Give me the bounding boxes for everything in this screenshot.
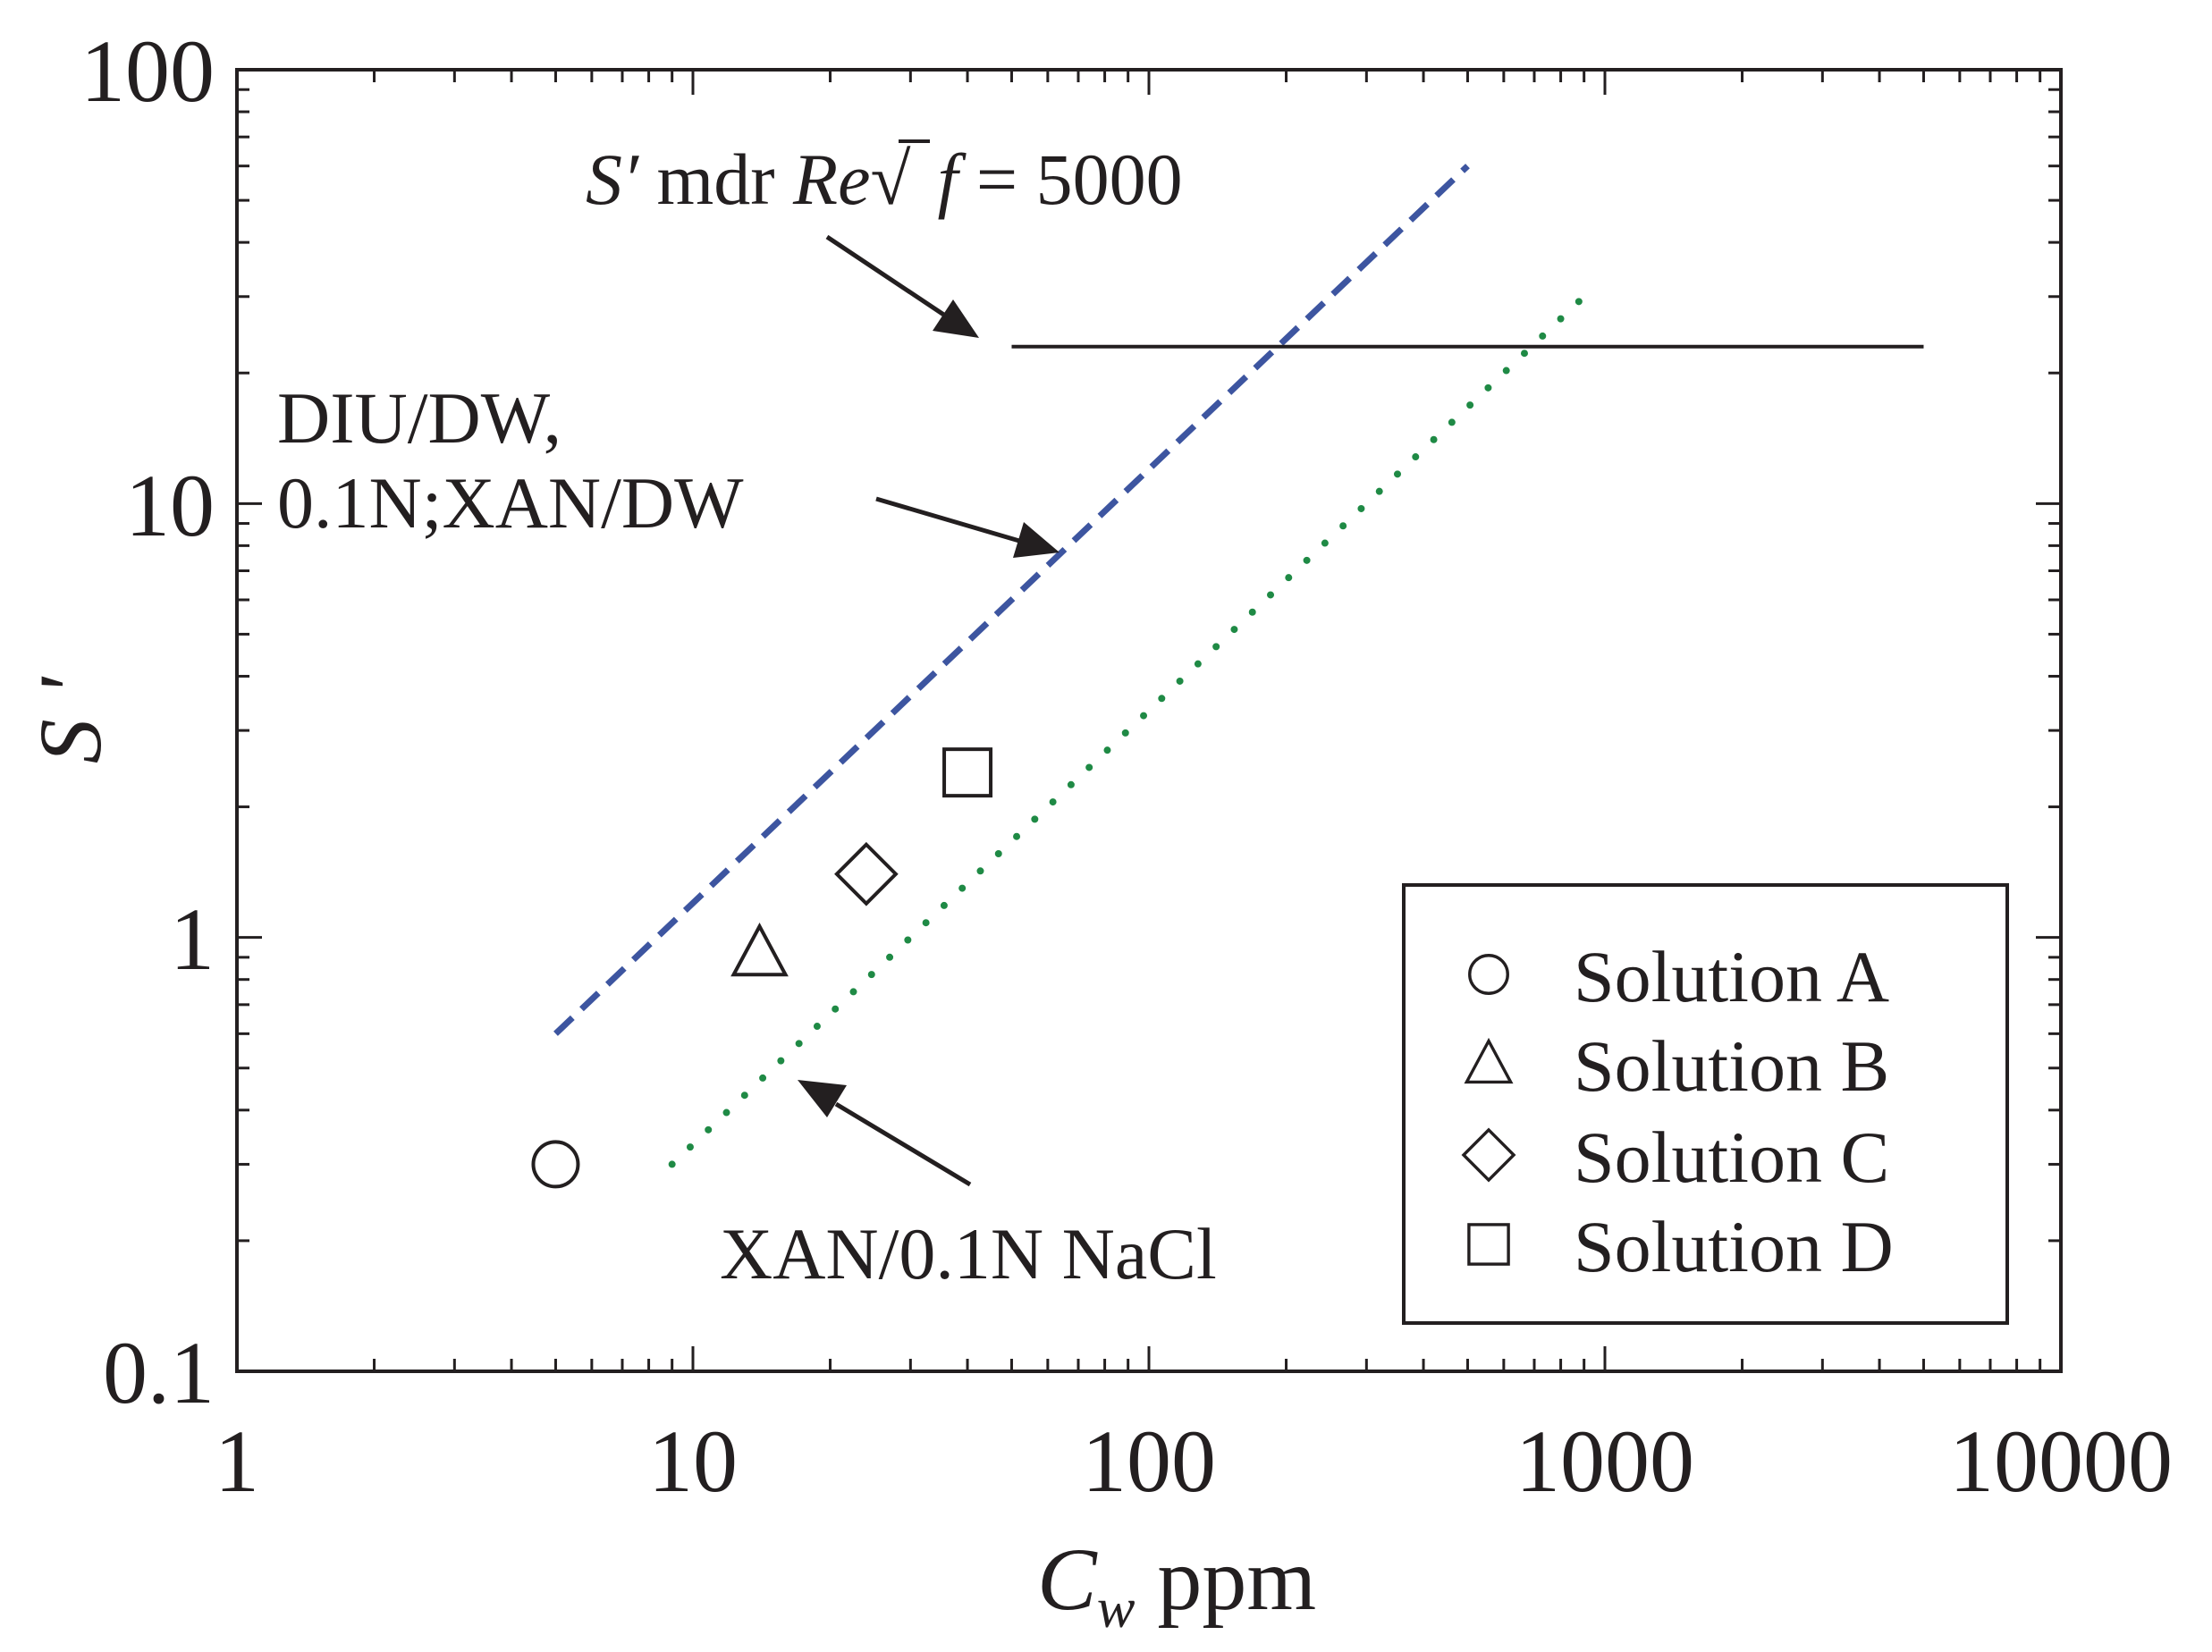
dashed-fit-line	[553, 164, 1470, 1036]
legend: Solution A Solution B Solution C Solutio…	[1402, 883, 2009, 1325]
diu-annotation-line1: DIU/DW,	[277, 377, 561, 459]
diu-annotation-line2: 0.1N;XAN/DW	[277, 462, 744, 544]
x-axis-title-unit: ppm	[1135, 1530, 1316, 1629]
legend-label-b: Solution B	[1574, 1025, 1889, 1107]
legend-marker	[1461, 1127, 1516, 1183]
legend-marker-circle	[1468, 954, 1509, 995]
legend-label-a: Solution A	[1574, 936, 1889, 1017]
mdr-annot-part: S′	[586, 139, 639, 220]
x-tick-label: 10000	[1949, 1412, 2173, 1511]
mdr-annot-part: = 5000	[958, 139, 1182, 220]
y-tick-label: 10	[125, 456, 215, 555]
annotation-arrows	[798, 234, 1060, 1187]
mdr-arrow	[825, 234, 950, 320]
legend-label-c: Solution C	[1574, 1117, 1889, 1198]
y-tick-labels: 0.1 1 10 100	[80, 21, 215, 1422]
x-axis-title-sub: w	[1097, 1576, 1136, 1639]
xan-annotation: XAN/0.1N NaCl	[720, 1213, 1217, 1294]
diu-arrow	[875, 496, 1020, 544]
diu-arrowhead	[1013, 522, 1060, 558]
data-point-square	[942, 747, 993, 798]
y-tick-label: 1	[170, 889, 215, 989]
legend-markers	[1461, 954, 1516, 1266]
legend-marker	[1467, 1223, 1510, 1266]
y-tick-label: 0.1	[103, 1323, 215, 1422]
mdr-arrowhead	[933, 299, 979, 338]
series-lines	[553, 164, 1924, 1168]
legend-marker-square	[1467, 1223, 1510, 1266]
legend-box	[1402, 883, 2009, 1325]
xan-arrowhead	[798, 1080, 847, 1117]
y-axis-title: S '	[21, 676, 120, 763]
mdr-annot-part: Re	[792, 139, 870, 220]
x-axis-title: Cw ppm	[1037, 1530, 1316, 1639]
axis-ticks	[235, 68, 2063, 1373]
x-tick-label: 1	[215, 1412, 259, 1511]
dotted-fit-line	[668, 292, 1588, 1168]
legend-marker-diamond	[1461, 1127, 1516, 1183]
data-markers	[531, 747, 993, 1189]
y-tick-label: 100	[80, 21, 215, 121]
legend-marker-triangle	[1464, 1037, 1514, 1084]
x-tick-label: 100	[1082, 1412, 1216, 1511]
x-tick-labels: 1 10 100 1000 10000	[215, 1412, 2173, 1511]
legend-marker	[1464, 1037, 1514, 1084]
mdr-annot-part: √	[871, 139, 911, 220]
mdr-annotation: S′ mdr Re√ f = 5000	[586, 139, 1183, 220]
data-point-circle	[531, 1140, 580, 1189]
x-tick-label: 1000	[1515, 1412, 1694, 1511]
x-tick-label: 10	[648, 1412, 738, 1511]
legend-marker	[1468, 954, 1509, 995]
mdr-annot-part: mdr	[638, 139, 793, 220]
data-point-diamond	[834, 841, 899, 906]
legend-label-d: Solution D	[1574, 1206, 1894, 1287]
data-point-triangle	[730, 923, 789, 977]
x-axis-title-main: C	[1037, 1530, 1098, 1629]
xan-arrow	[834, 1101, 972, 1187]
